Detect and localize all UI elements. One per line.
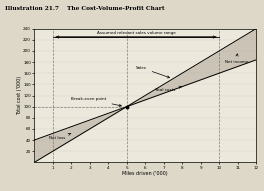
Text: Assumed relevant sales volume range: Assumed relevant sales volume range — [97, 31, 175, 35]
Text: Net loss: Net loss — [49, 133, 71, 140]
Text: Break-even point: Break-even point — [71, 97, 121, 107]
Text: Total costs: Total costs — [154, 86, 182, 92]
Text: Illustration 21.7    The Cost-Volume-Profit Chart: Illustration 21.7 The Cost-Volume-Profit… — [5, 6, 165, 11]
Text: Sales: Sales — [136, 66, 169, 78]
Y-axis label: Total cost ('000): Total cost ('000) — [17, 76, 22, 115]
X-axis label: Miles driven ('000): Miles driven ('000) — [122, 171, 168, 176]
Text: Net income: Net income — [225, 54, 248, 64]
